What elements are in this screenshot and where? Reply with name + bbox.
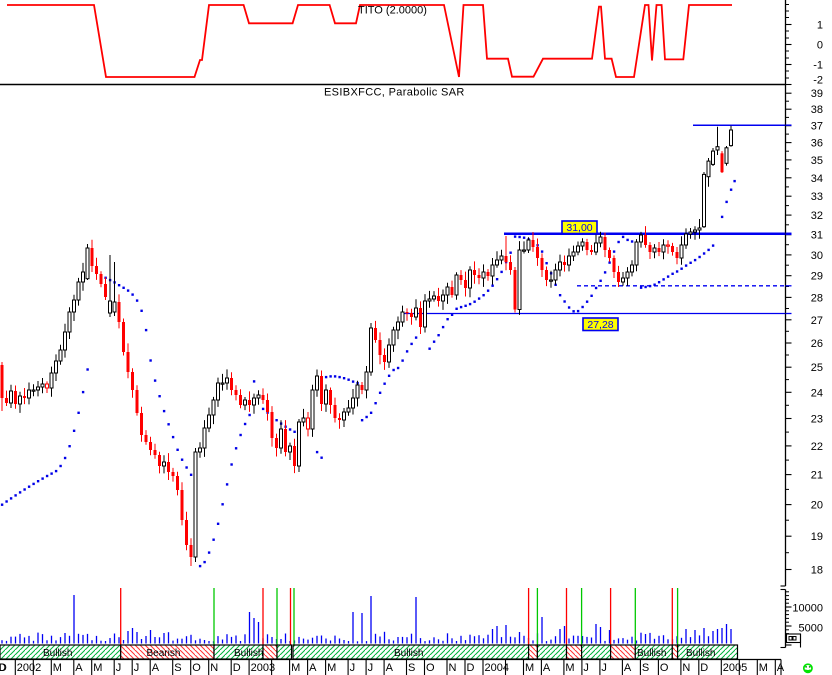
svg-text:M: M	[291, 662, 300, 674]
svg-text:29: 29	[811, 271, 823, 283]
svg-text:D: D	[0, 662, 6, 674]
svg-text:-2: -2	[813, 75, 823, 87]
svg-text:37: 37	[811, 121, 823, 133]
svg-text:Bullish: Bullish	[394, 648, 423, 659]
svg-text:TITO (2.0000): TITO (2.0000)	[358, 5, 427, 17]
svg-text:2005: 2005	[723, 662, 747, 674]
svg-text:Bearish: Bearish	[147, 648, 181, 659]
svg-text:27: 27	[811, 315, 823, 327]
svg-text:M: M	[93, 662, 102, 674]
svg-text:M: M	[565, 662, 574, 674]
svg-text:2004: 2004	[485, 662, 509, 674]
svg-text:D: D	[700, 662, 708, 674]
svg-text:35: 35	[811, 155, 823, 167]
svg-text:N: N	[210, 662, 218, 674]
svg-text:ESIBXFCC, Parabolic SAR: ESIBXFCC, Parabolic SAR	[324, 87, 465, 99]
svg-text:20: 20	[811, 500, 823, 512]
svg-text:S: S	[642, 662, 649, 674]
svg-text:A: A	[386, 662, 394, 674]
svg-text:18: 18	[811, 565, 823, 577]
svg-text:A: A	[624, 662, 632, 674]
svg-text:J: J	[134, 662, 140, 674]
svg-text:34: 34	[811, 173, 823, 185]
svg-text:2003: 2003	[251, 662, 275, 674]
svg-text:25: 25	[811, 362, 823, 374]
svg-text:A: A	[543, 662, 551, 674]
svg-text:23: 23	[811, 414, 823, 426]
svg-text:22: 22	[811, 441, 823, 453]
svg-text:A: A	[75, 662, 83, 674]
svg-text:2002: 2002	[17, 662, 41, 674]
svg-text:M: M	[327, 662, 336, 674]
svg-text:-1: -1	[813, 60, 823, 72]
svg-text:38: 38	[811, 104, 823, 116]
svg-text:Bullish: Bullish	[234, 648, 263, 659]
svg-text:N: N	[682, 662, 690, 674]
svg-text:24: 24	[811, 387, 823, 399]
svg-text:J: J	[116, 662, 122, 674]
svg-text:21: 21	[811, 470, 823, 482]
svg-text:M: M	[759, 662, 768, 674]
svg-text:39: 39	[811, 88, 823, 100]
svg-text:28: 28	[811, 292, 823, 304]
svg-text:19: 19	[811, 531, 823, 543]
svg-text:A: A	[309, 662, 317, 674]
svg-text:D: D	[233, 662, 241, 674]
svg-text:Bullish: Bullish	[43, 648, 72, 659]
svg-text:J: J	[368, 662, 374, 674]
svg-text:26: 26	[811, 338, 823, 350]
svg-text:31,00: 31,00	[566, 222, 592, 234]
svg-text:M: M	[525, 662, 534, 674]
svg-text:36: 36	[811, 138, 823, 150]
svg-text:33: 33	[811, 191, 823, 203]
svg-text:O: O	[660, 662, 669, 674]
svg-text:O: O	[192, 662, 201, 674]
svg-text:27,28: 27,28	[587, 319, 613, 331]
svg-text:M: M	[53, 662, 62, 674]
svg-text:5000: 5000	[799, 623, 823, 635]
svg-text:32: 32	[811, 210, 823, 222]
svg-text:O: O	[426, 662, 435, 674]
svg-text:1: 1	[817, 20, 823, 32]
svg-text:10000: 10000	[792, 603, 823, 615]
svg-text:D: D	[467, 662, 475, 674]
svg-text:31: 31	[811, 230, 823, 242]
svg-text:N: N	[449, 662, 457, 674]
svg-text:A: A	[152, 662, 160, 674]
svg-text:J: J	[601, 662, 607, 674]
svg-text:Bullish: Bullish	[637, 648, 666, 659]
svg-text:J: J	[350, 662, 356, 674]
svg-text:S: S	[408, 662, 415, 674]
svg-text:30: 30	[811, 250, 823, 262]
svg-text:J: J	[583, 662, 589, 674]
svg-text:S: S	[174, 662, 181, 674]
svg-text:Bullish: Bullish	[686, 648, 715, 659]
svg-text:0: 0	[817, 40, 823, 52]
svg-text:D: D	[0, 662, 7, 674]
